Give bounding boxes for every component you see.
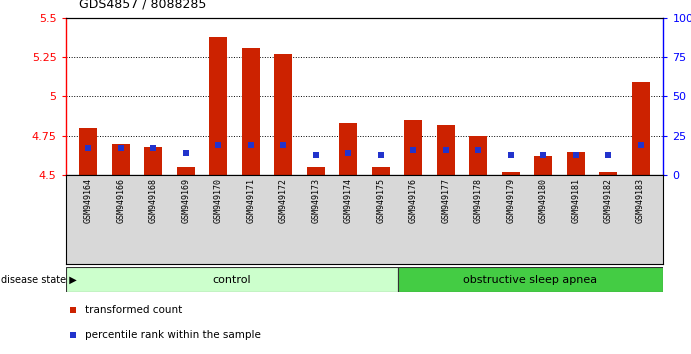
Bar	[372, 167, 390, 175]
Bar	[437, 125, 455, 175]
Text: GSM949166: GSM949166	[116, 178, 125, 223]
Bar	[398, 267, 663, 292]
Text: GSM949177: GSM949177	[442, 178, 451, 223]
Text: GSM949172: GSM949172	[278, 178, 287, 223]
Text: GSM949183: GSM949183	[636, 178, 645, 223]
Text: GSM949173: GSM949173	[311, 178, 320, 223]
Bar	[339, 123, 357, 175]
Text: GSM949171: GSM949171	[246, 178, 255, 223]
Text: GSM949170: GSM949170	[214, 178, 223, 223]
Bar	[66, 267, 398, 292]
Bar	[177, 167, 195, 175]
Bar	[79, 128, 97, 175]
Text: GDS4857 / 8088285: GDS4857 / 8088285	[79, 0, 207, 11]
Bar	[274, 54, 292, 175]
Text: control: control	[212, 275, 251, 285]
Bar	[534, 156, 552, 175]
Bar	[112, 144, 130, 175]
Text: obstructive sleep apnea: obstructive sleep apnea	[464, 275, 598, 285]
Text: GSM949182: GSM949182	[604, 178, 613, 223]
Bar	[632, 82, 650, 175]
Bar	[469, 136, 487, 175]
Text: GSM949176: GSM949176	[409, 178, 418, 223]
Text: GSM949180: GSM949180	[539, 178, 548, 223]
Text: GSM949179: GSM949179	[507, 178, 515, 223]
Bar	[599, 172, 617, 175]
Bar	[567, 152, 585, 175]
Text: disease state ▶: disease state ▶	[1, 275, 77, 285]
Text: GSM949181: GSM949181	[571, 178, 580, 223]
Text: GSM949175: GSM949175	[376, 178, 386, 223]
Text: transformed count: transformed count	[86, 305, 182, 315]
Text: percentile rank within the sample: percentile rank within the sample	[86, 330, 261, 339]
Bar	[307, 167, 325, 175]
Bar	[404, 120, 422, 175]
Text: GSM949169: GSM949169	[181, 178, 190, 223]
Text: GSM949164: GSM949164	[84, 178, 93, 223]
Bar	[144, 147, 162, 175]
Text: GSM949174: GSM949174	[343, 178, 353, 223]
Text: GSM949178: GSM949178	[474, 178, 483, 223]
Bar	[209, 36, 227, 175]
Bar	[242, 48, 260, 175]
Text: GSM949168: GSM949168	[149, 178, 158, 223]
Bar	[502, 172, 520, 175]
